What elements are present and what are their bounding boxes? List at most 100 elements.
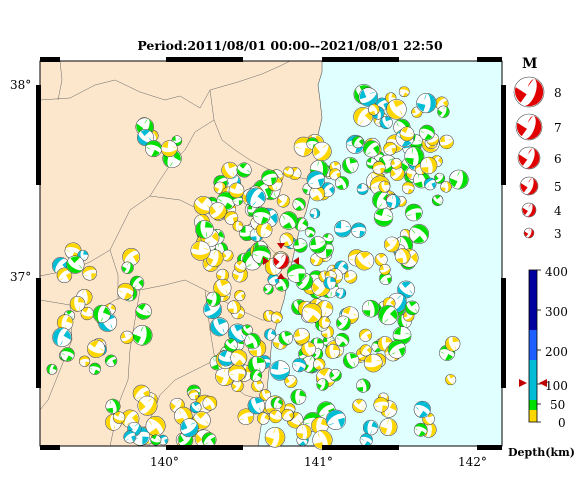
event-beachball-icon: [439, 134, 454, 150]
event-beachball-icon: [334, 332, 350, 348]
event-beachball-icon: [379, 418, 398, 437]
event-beachball-icon: [121, 261, 134, 274]
magnitude-legend-beachball-icon: [523, 227, 535, 239]
event-beachball-icon: [208, 202, 227, 220]
event-beachball-icon: [264, 328, 277, 341]
event-beachball-icon: [137, 395, 158, 416]
event-beachball-icon: [312, 429, 333, 451]
event-beachball-icon: [129, 275, 145, 291]
event-beachball-icon: [404, 300, 420, 316]
event-beachball-icon: [52, 327, 72, 347]
event-beachball-icon: [104, 354, 118, 367]
event-beachball-icon: [444, 336, 461, 352]
event-beachball-icon: [387, 340, 407, 359]
event-beachball-icon: [292, 358, 307, 373]
magnitude-legend-beachball-icon: [517, 146, 541, 170]
event-beachball-icon: [434, 172, 446, 184]
event-beachball-icon: [335, 315, 351, 331]
depth-band-400: [529, 270, 537, 330]
event-beachball-icon: [344, 270, 358, 284]
event-beachball-icon: [399, 126, 415, 142]
depth-tick-300: 300: [545, 305, 568, 319]
magnitude-legend-heading: M: [522, 56, 538, 72]
event-beachball-icon: [378, 305, 399, 326]
event-beachball-icon: [92, 304, 111, 323]
event-beachball-icon: [362, 140, 381, 158]
event-beachball-icon: [309, 236, 327, 254]
event-beachball-icon: [56, 314, 74, 331]
event-beachball-icon: [249, 369, 263, 382]
event-beachball-icon: [268, 409, 283, 424]
depth-tick-100: 100: [545, 379, 568, 393]
event-beachball-icon: [202, 395, 218, 411]
depth-band-300: [529, 330, 537, 360]
event-beachball-icon: [312, 141, 332, 162]
event-beachball-icon: [293, 327, 310, 345]
magnitude-legend-symbols: [513, 76, 545, 239]
event-beachball-icon: [342, 157, 359, 174]
event-beachball-icon: [201, 432, 217, 448]
magnitude-legend: [513, 76, 545, 239]
map-frame-ticks: [36, 57, 506, 450]
event-beachball-icon: [264, 427, 286, 448]
event-beachball-icon: [60, 347, 75, 362]
event-beachball-icon: [401, 181, 415, 195]
event-beachball-icon: [279, 211, 298, 230]
magnitude-legend-beachball-icon: [521, 202, 537, 218]
event-beachball-icon: [293, 238, 308, 253]
event-beachball-icon: [423, 177, 437, 191]
event-beachball-icon: [231, 379, 244, 393]
magnitude-legend-label-6: 6: [554, 152, 562, 166]
event-beachball-icon: [313, 358, 326, 371]
event-beachball-icon: [87, 339, 106, 358]
event-beachball-icon: [228, 182, 245, 199]
event-beachball-icon: [290, 388, 307, 405]
map-panel: [39, 60, 503, 451]
event-beachball-icon: [209, 317, 229, 337]
event-beachball-icon: [80, 306, 94, 321]
event-beachball-icon: [356, 183, 369, 195]
event-beachball-icon: [135, 303, 152, 320]
event-beachball-icon: [448, 169, 469, 190]
event-beachball-icon: [252, 207, 271, 225]
event-beachball-icon: [306, 170, 326, 189]
event-beachball-icon: [325, 409, 347, 430]
event-beachball-icon: [224, 211, 239, 225]
event-beachball-icon: [269, 360, 291, 381]
event-beachball-icon: [247, 396, 266, 415]
depth-marker-icon: [519, 379, 547, 387]
map-title: Period:2011/08/01 00:00--2021/08/01 22:5…: [137, 38, 443, 53]
magnitude-legend-label-3: 3: [554, 227, 562, 241]
event-beachball-icon: [359, 328, 372, 342]
depth-scale-title: Depth(km): [508, 446, 575, 459]
event-beachball-icon: [56, 267, 73, 283]
depth-scale: [519, 269, 547, 423]
depth-tick-400: 400: [545, 265, 568, 279]
event-beachball-icon: [237, 408, 255, 425]
event-beachball-icon: [354, 250, 375, 271]
event-beachball-icon: [398, 86, 410, 98]
event-beachball-icon: [245, 187, 266, 208]
event-beachball-icon: [413, 422, 428, 437]
event-beachball-icon: [120, 330, 134, 344]
event-beachball-icon: [386, 99, 407, 120]
event-beachball-icon: [256, 221, 273, 239]
event-beachball-icon: [386, 194, 401, 209]
event-beachball-icon: [419, 124, 435, 141]
event-beachball-icon: [361, 299, 380, 318]
event-beachball-icon: [259, 389, 272, 401]
event-beachball-icon: [372, 161, 386, 175]
event-beachball-icon: [150, 434, 162, 446]
magnitude-legend-beachball-icon: [513, 76, 545, 108]
event-beachball-icon: [368, 103, 380, 116]
event-beachball-icon: [295, 424, 312, 440]
event-beachball-icon: [390, 158, 402, 170]
event-beachball-icon: [379, 116, 393, 130]
event-beachball-icon: [309, 185, 326, 202]
event-beachball-icon: [301, 303, 323, 324]
depth-band-0: [529, 410, 537, 422]
depth-band-100: [529, 400, 537, 410]
event-beachball-icon: [66, 255, 85, 274]
event-beachball-icon: [234, 260, 247, 273]
